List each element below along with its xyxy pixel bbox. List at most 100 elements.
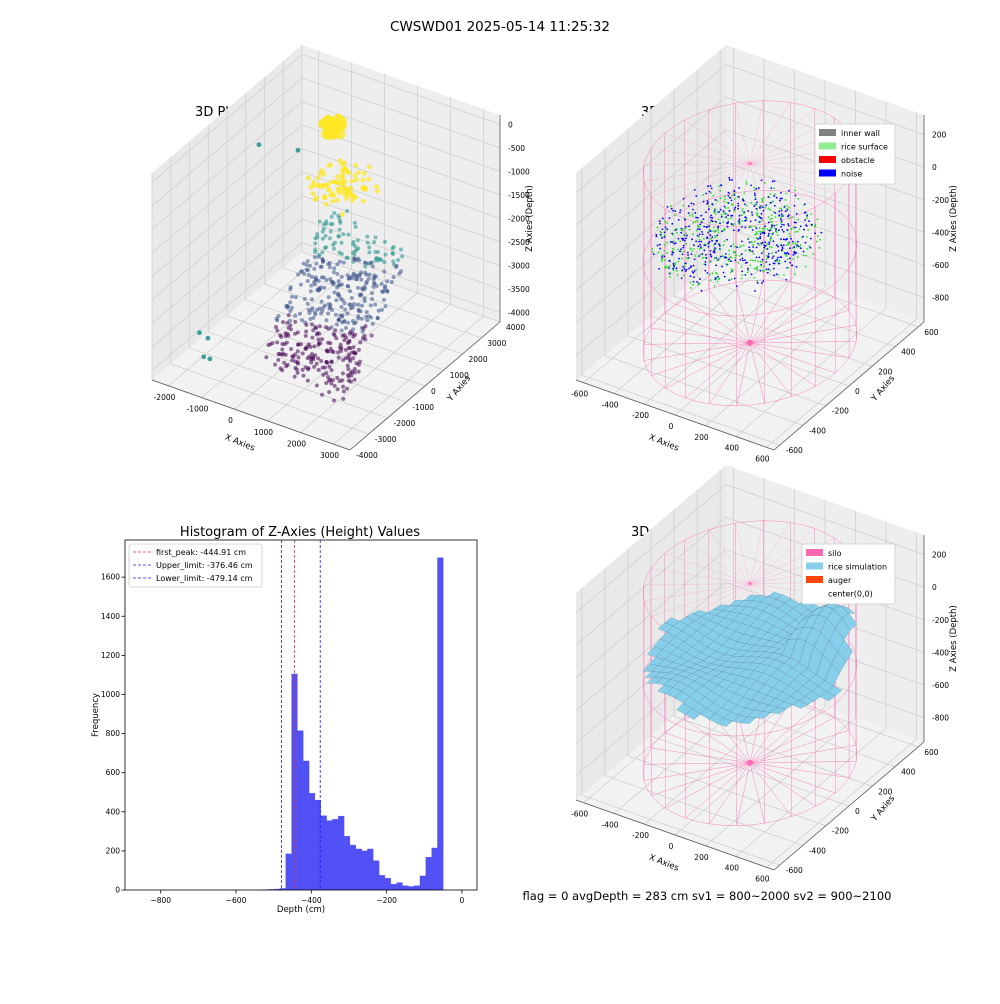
rice-surface-point [715,230,717,232]
rice-surface-point [764,182,766,184]
rice-surface-point [787,258,789,260]
noise-point [782,246,784,248]
noise-point [729,210,731,212]
status-footer-text: flag = 0 avgDepth = 283 cm sv1 = 800~200… [523,889,892,903]
histogram-bar [350,845,356,890]
rice-surface-point [746,218,748,220]
noise-point [720,256,722,258]
histogram-bar [356,849,362,890]
noise-point [707,185,709,187]
histogram-bar [327,821,333,890]
noise-point [678,258,680,260]
raw-data-point [322,227,326,231]
raw-data-point [350,370,354,374]
noise-point [691,253,693,255]
raw-data-point [322,286,326,290]
rice-surface-point [779,259,781,261]
classify-x-tick-label: 600 [755,454,770,463]
noise-point [706,226,708,228]
noise-point [788,253,790,255]
rice-surface-point [663,250,665,252]
raw-data-point [281,320,285,324]
raw-data-point [306,379,310,383]
raw-data-point [296,273,300,277]
noise-point [688,225,690,227]
rice-surface-point [690,248,692,250]
sim-y-tick-label: -600 [786,866,803,875]
raw-data-point [275,318,279,322]
rice-surface-point [739,255,741,257]
raw-data-point [373,235,377,239]
noise-point [711,203,713,205]
rice-surface-point [677,274,679,276]
noise-point [804,219,806,221]
noise-point [760,233,762,235]
raw-data-point [311,328,315,332]
raw-data-point [306,175,311,180]
classify-x-tick-label: 200 [694,433,709,442]
noise-point [705,193,707,195]
noise-point [783,224,785,226]
raw-x-tick-label: -1000 [187,405,209,414]
noise-point [699,223,701,225]
raw-x-tick-label: 3000 [320,451,339,460]
rice-surface-point [742,208,744,210]
raw-data-point [348,357,352,361]
raw-data-point [383,240,387,244]
noise-point [714,247,716,249]
raw-data-point [264,355,268,359]
raw-data-point [357,309,361,313]
raw-x-tick-label: 1000 [254,428,273,437]
rice-surface-point [778,274,780,276]
raw-data-point [337,356,341,360]
raw-data-point [333,290,337,294]
rice-surface-point [762,228,764,230]
noise-point [768,253,770,255]
rice-surface-point [731,278,733,280]
raw-data-point [308,317,312,321]
rice-surface-point [769,246,771,248]
noise-point [780,244,782,246]
raw-data-point [319,285,323,289]
sim-x-tick-label: 0 [669,842,674,851]
rice-surface-point [779,208,781,210]
noise-point [752,229,754,231]
rice-surface-point [669,265,671,267]
rice-surface-point [734,251,736,253]
raw-data-point [305,268,309,272]
raw-y-tick-label: -2000 [394,419,416,428]
noise-point [730,260,732,262]
noise-point [774,212,776,214]
rice-surface-point [684,235,686,237]
raw-data-point [330,215,334,219]
noise-point [776,197,778,199]
rice-surface-point [734,246,736,248]
histogram-y-tick-label: 200 [106,846,121,855]
classify-x-axis-label: X Axies [647,433,680,454]
rice-surface-point [723,244,725,246]
rice-surface-point [797,231,799,233]
raw-data-point [301,374,305,378]
raw-data-point [358,292,362,296]
classify-x-tick-label: 400 [725,444,740,453]
rice-surface-point [692,233,694,235]
raw-data-point [346,170,351,175]
rice-surface-point [788,242,790,244]
raw-data-point [307,273,311,277]
noise-point [711,236,713,238]
raw-data-point [299,283,303,287]
raw-data-point [329,229,333,233]
noise-point [757,243,759,245]
rice-surface-point [727,207,729,209]
rice-surface-point [710,192,712,194]
rice-surface-point [677,249,679,251]
raw-data-point [327,365,331,369]
raw-data-point [311,357,315,361]
noise-point [730,199,732,201]
noise-point [653,253,655,255]
raw-data-point [201,354,206,359]
noise-point [723,272,725,274]
noise-point [719,222,721,224]
sim-x-tick-label: 200 [694,853,709,862]
